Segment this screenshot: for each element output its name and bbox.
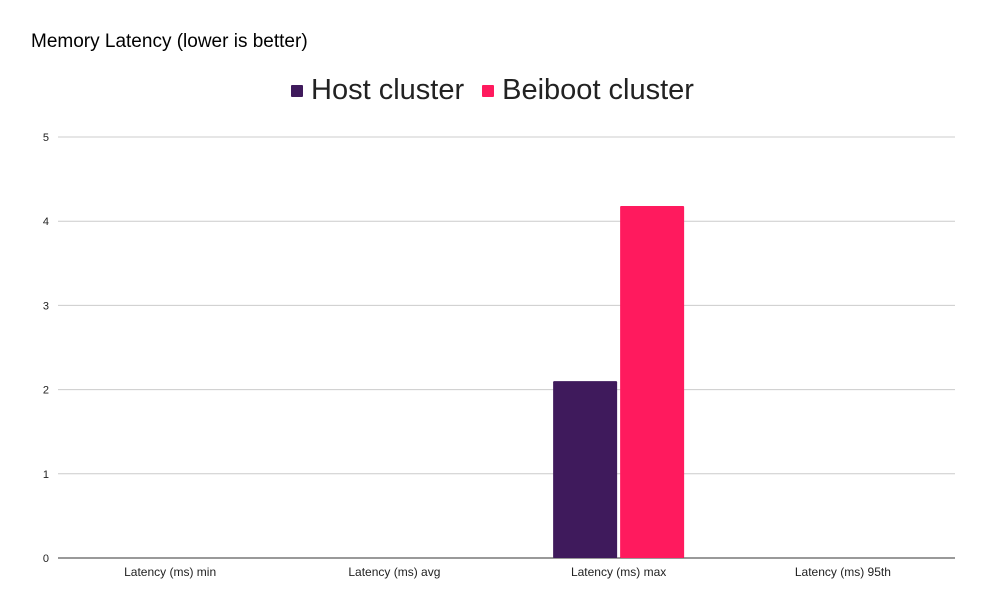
legend-swatch-beiboot-cluster: [482, 84, 495, 97]
chart-title: Memory Latency (lower is better): [31, 31, 308, 52]
x-tick-label: Latency (ms) min: [124, 565, 216, 579]
x-tick-label: Latency (ms) 95th: [795, 565, 891, 579]
legend-item-host-cluster: Host cluster: [291, 74, 464, 107]
bar-beiboot-cluster-3: [620, 206, 685, 558]
x-tick-label: Latency (ms) max: [571, 565, 666, 579]
x-tick-label: Latency (ms) avg: [348, 565, 440, 579]
y-tick-label: 1: [43, 469, 49, 481]
y-tick-label: 4: [43, 216, 49, 228]
chart-legend: Host cluster Beiboot cluster: [0, 74, 985, 107]
legend-label-beiboot-cluster: Beiboot cluster: [502, 74, 694, 106]
legend-swatch-host-cluster: [291, 84, 304, 97]
legend-label-host-cluster: Host cluster: [311, 74, 465, 106]
legend-item-beiboot-cluster: Beiboot cluster: [482, 74, 694, 107]
bar-host-cluster-3: [553, 381, 618, 558]
y-tick-label: 3: [43, 300, 49, 312]
y-tick-label: 0: [43, 553, 49, 565]
y-tick-label: 2: [43, 385, 49, 397]
y-tick-label: 5: [43, 132, 49, 144]
